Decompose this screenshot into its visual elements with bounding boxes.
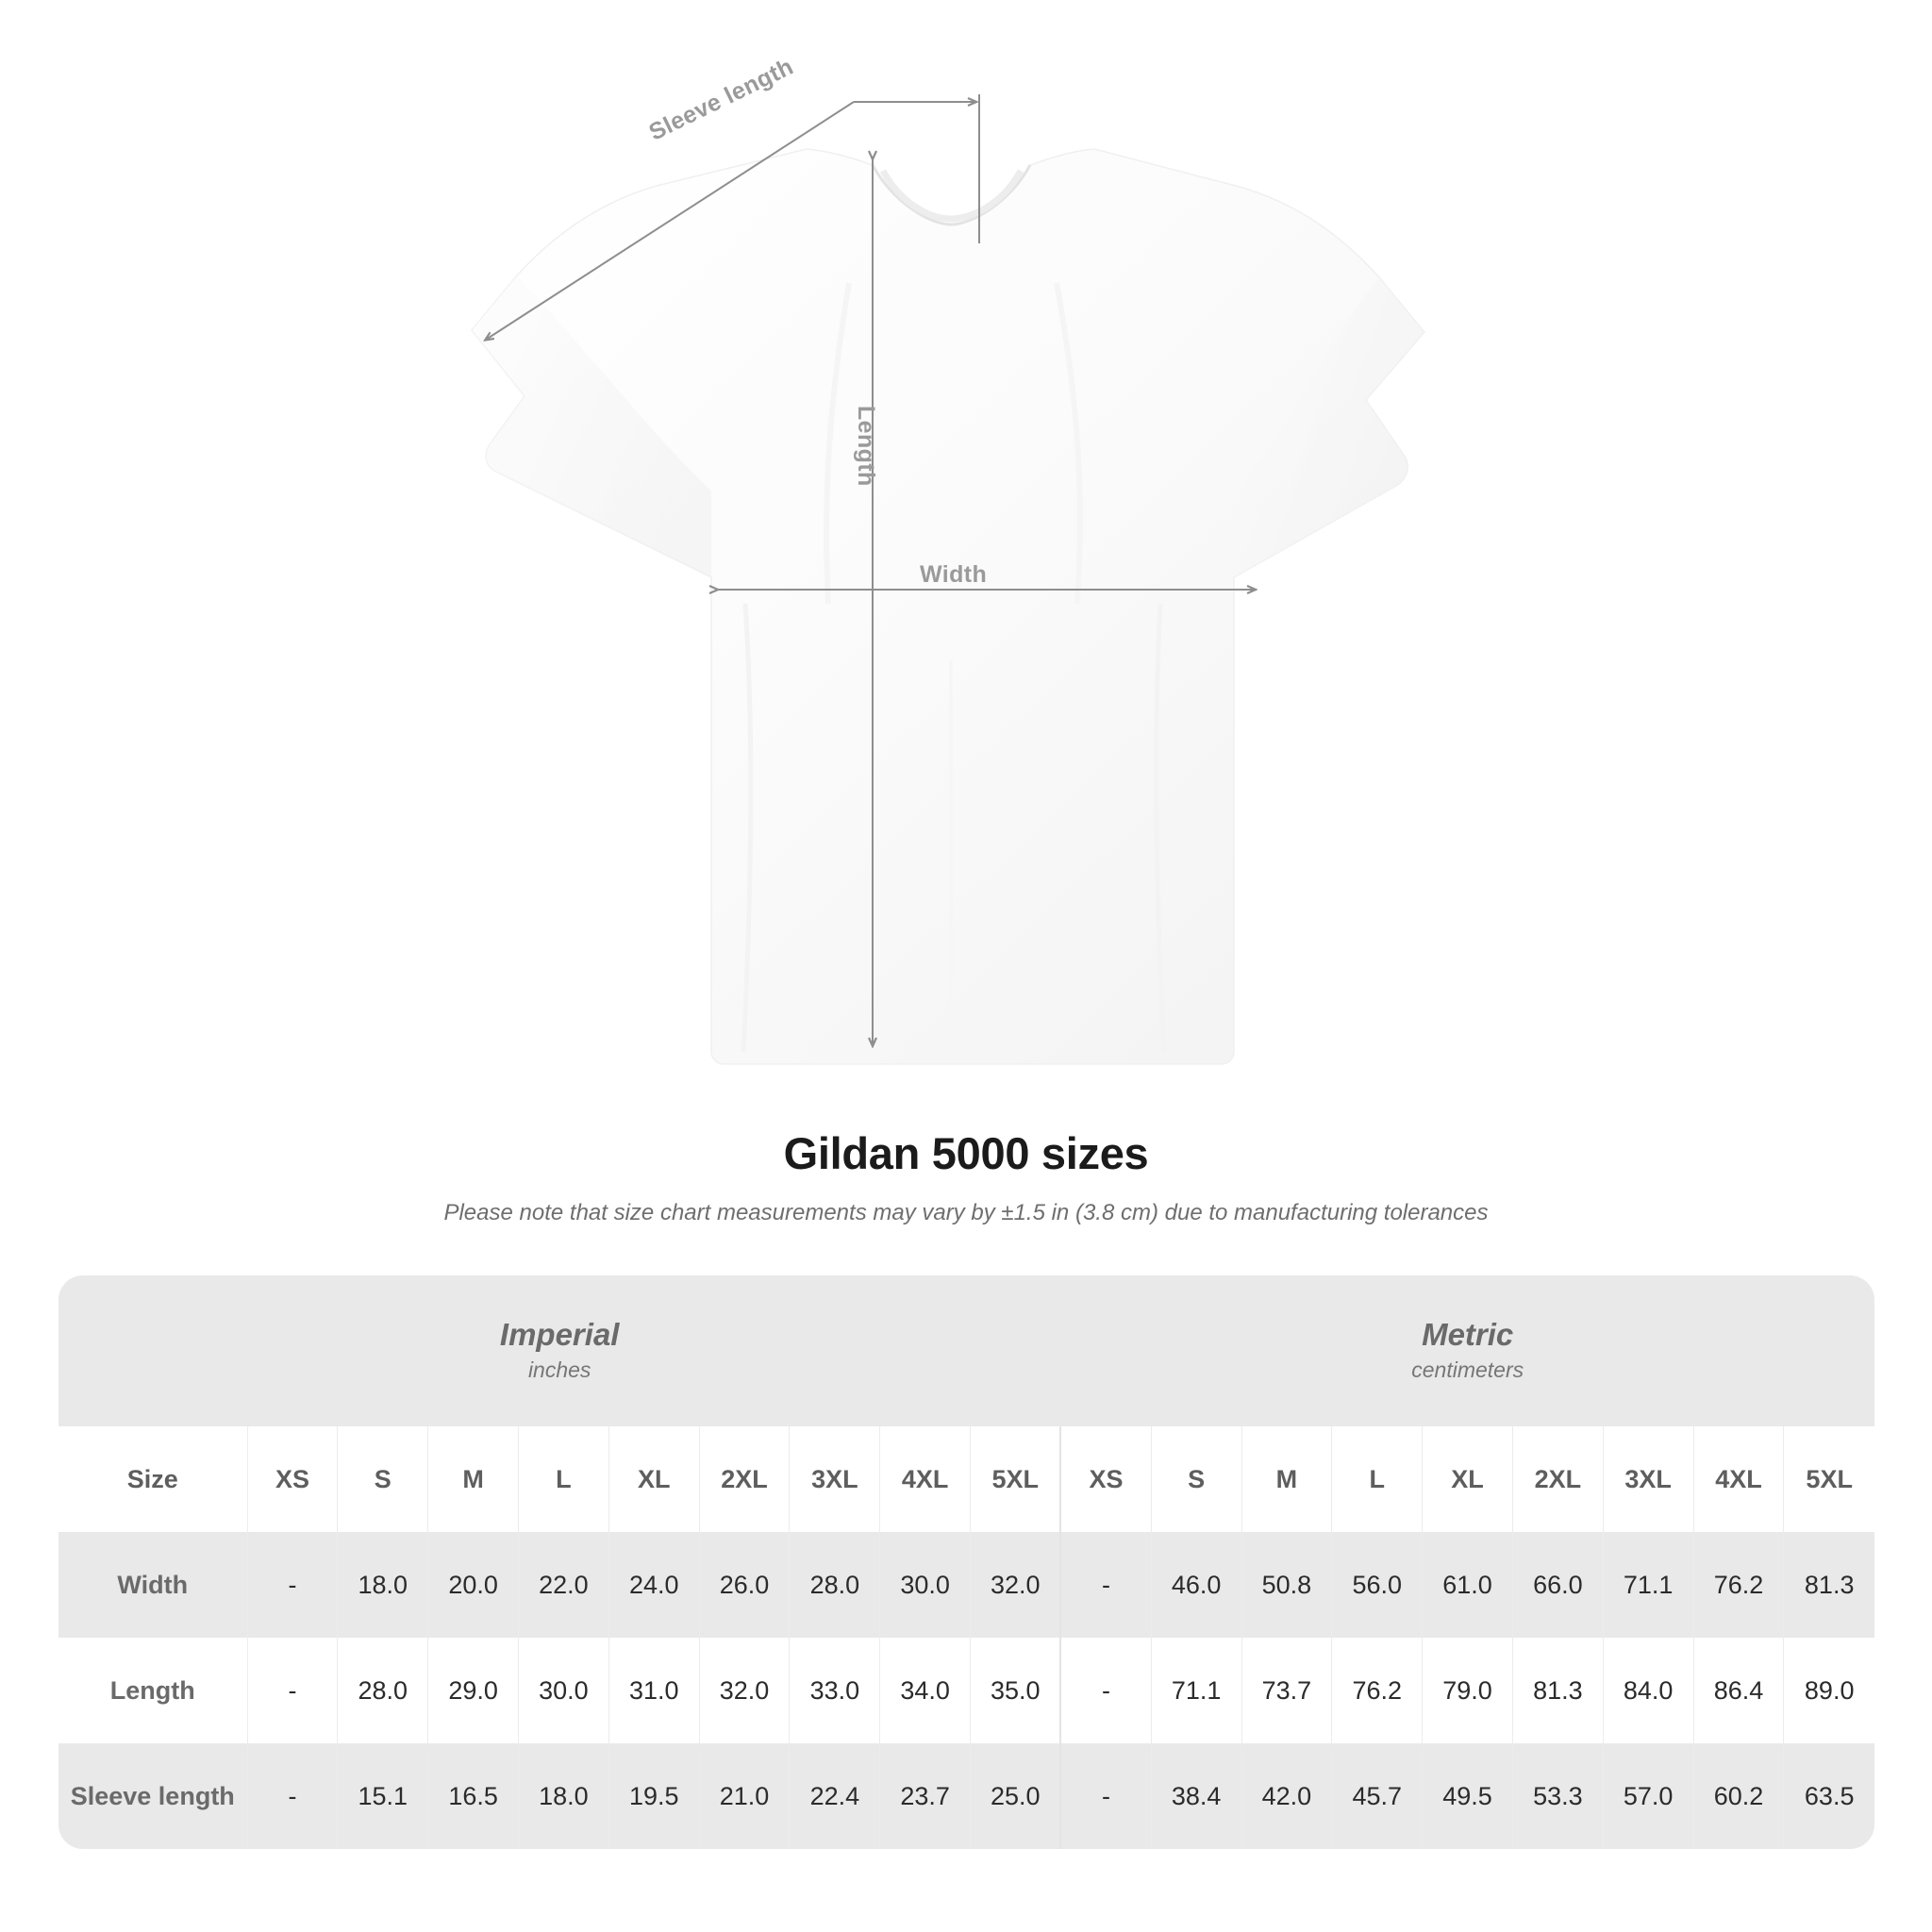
unit-header-row: Imperial inches Metric centimeters	[58, 1275, 1874, 1426]
cell-length-imperial-m: 29.0	[427, 1638, 519, 1743]
cell-length-metric-4xl: 86.4	[1692, 1638, 1784, 1743]
title-block: Gildan 5000 sizes Please note that size …	[0, 1127, 1932, 1226]
length-label: Length	[853, 406, 879, 487]
cell-sleeve-metric-3xl: 57.0	[1602, 1743, 1694, 1849]
tshirt-illustration	[471, 94, 1425, 1065]
size-header-imperial-5xl: 5XL	[970, 1426, 1061, 1532]
cell-length-imperial-s: 28.0	[337, 1638, 428, 1743]
size-table-container: Imperial inches Metric centimeters Size …	[58, 1275, 1874, 1849]
cell-length-metric-xs: -	[1059, 1638, 1152, 1743]
size-header-imperial-xl: XL	[608, 1426, 700, 1532]
size-header-metric-l: L	[1331, 1426, 1423, 1532]
table-row: Width - 18.0 20.0 22.0 24.0 26.0 28.0 30…	[58, 1532, 1874, 1638]
table-row: Length - 28.0 29.0 30.0 31.0 32.0 33.0 3…	[58, 1638, 1874, 1743]
cell-sleeve-imperial-4xl: 23.7	[879, 1743, 971, 1849]
sleeve-dimension-arrow	[486, 94, 980, 340]
page-title: Gildan 5000 sizes	[783, 1128, 1149, 1178]
unit-name-metric: Metric	[1422, 1317, 1514, 1353]
size-header-imperial-2xl: 2XL	[698, 1426, 790, 1532]
cell-sleeve-metric-5xl: 63.5	[1783, 1743, 1874, 1849]
cell-length-imperial-2xl: 32.0	[698, 1638, 790, 1743]
size-header-imperial-s: S	[337, 1426, 428, 1532]
size-header-imperial-l: L	[518, 1426, 609, 1532]
cell-width-imperial-m: 20.0	[427, 1532, 519, 1638]
cell-length-metric-xl: 79.0	[1422, 1638, 1513, 1743]
cell-width-metric-3xl: 71.1	[1602, 1532, 1694, 1638]
row-label-sleeve-length: Sleeve length	[58, 1743, 248, 1849]
size-header-metric-3xl: 3XL	[1602, 1426, 1694, 1532]
cell-length-imperial-xl: 31.0	[608, 1638, 700, 1743]
cell-sleeve-imperial-2xl: 21.0	[698, 1743, 790, 1849]
cell-width-metric-5xl: 81.3	[1783, 1532, 1874, 1638]
cell-length-metric-s: 71.1	[1150, 1638, 1241, 1743]
cell-sleeve-imperial-3xl: 22.4	[789, 1743, 880, 1849]
cell-length-imperial-xs: -	[246, 1638, 338, 1743]
size-header-imperial-4xl: 4XL	[879, 1426, 971, 1532]
table-row: Sleeve length - 15.1 16.5 18.0 19.5 21.0…	[58, 1743, 1874, 1849]
cell-sleeve-imperial-xs: -	[246, 1743, 338, 1849]
unit-sub-imperial: inches	[527, 1357, 591, 1383]
size-header-metric-xs: XS	[1059, 1426, 1152, 1532]
cell-sleeve-imperial-l: 18.0	[518, 1743, 609, 1849]
unit-header-metric: Metric centimeters	[1060, 1275, 1874, 1426]
tolerance-note: Please note that size chart measurements…	[443, 1200, 1489, 1225]
cell-width-metric-l: 56.0	[1331, 1532, 1423, 1638]
cell-width-imperial-4xl: 30.0	[879, 1532, 971, 1638]
cell-length-imperial-4xl: 34.0	[879, 1638, 971, 1743]
cell-sleeve-metric-m: 42.0	[1241, 1743, 1332, 1849]
cell-width-metric-4xl: 76.2	[1692, 1532, 1784, 1638]
cell-sleeve-imperial-m: 16.5	[427, 1743, 519, 1849]
cell-sleeve-imperial-s: 15.1	[337, 1743, 428, 1849]
tshirt-diagram: Sleeve length Length Width	[471, 54, 1425, 1065]
cell-width-imperial-xs: -	[246, 1532, 338, 1638]
cell-width-metric-xs: -	[1059, 1532, 1152, 1638]
cell-sleeve-metric-xs: -	[1059, 1743, 1152, 1849]
size-header-metric-5xl: 5XL	[1783, 1426, 1874, 1532]
cell-width-metric-m: 50.8	[1241, 1532, 1332, 1638]
cell-length-metric-m: 73.7	[1241, 1638, 1332, 1743]
size-header-imperial-3xl: 3XL	[789, 1426, 880, 1532]
cell-sleeve-imperial-5xl: 25.0	[970, 1743, 1061, 1849]
size-header-metric-xl: XL	[1422, 1426, 1513, 1532]
size-header-metric-m: M	[1241, 1426, 1332, 1532]
cell-length-metric-2xl: 81.3	[1511, 1638, 1604, 1743]
cell-width-imperial-3xl: 28.0	[789, 1532, 880, 1638]
cell-length-imperial-l: 30.0	[518, 1638, 609, 1743]
tshirt-shape	[471, 148, 1425, 1065]
size-header-metric-2xl: 2XL	[1511, 1426, 1604, 1532]
cell-sleeve-metric-l: 45.7	[1331, 1743, 1423, 1849]
cell-sleeve-metric-2xl: 53.3	[1511, 1743, 1604, 1849]
cell-width-imperial-xl: 24.0	[608, 1532, 700, 1638]
cell-sleeve-metric-xl: 49.5	[1422, 1743, 1513, 1849]
width-label: Width	[920, 561, 988, 588]
size-header-imperial-m: M	[427, 1426, 519, 1532]
cell-width-imperial-2xl: 26.0	[698, 1532, 790, 1638]
cell-length-metric-3xl: 84.0	[1602, 1638, 1694, 1743]
cell-width-imperial-s: 18.0	[337, 1532, 428, 1638]
cell-width-imperial-l: 22.0	[518, 1532, 609, 1638]
size-table: Imperial inches Metric centimeters Size …	[58, 1275, 1874, 1849]
cell-length-imperial-3xl: 33.0	[789, 1638, 880, 1743]
unit-sub-metric: centimeters	[1411, 1357, 1524, 1383]
row-label-length: Length	[58, 1638, 248, 1743]
size-header-imperial-xs: XS	[246, 1426, 338, 1532]
size-header-label: Size	[58, 1426, 248, 1532]
unit-name-imperial: Imperial	[499, 1317, 620, 1353]
cell-sleeve-metric-4xl: 60.2	[1692, 1743, 1784, 1849]
size-header-row: Size XS S M L XL 2XL 3XL 4XL 5XL XS S M …	[58, 1426, 1874, 1532]
cell-width-metric-2xl: 66.0	[1511, 1532, 1604, 1638]
cell-sleeve-imperial-xl: 19.5	[608, 1743, 700, 1849]
cell-length-metric-l: 76.2	[1331, 1638, 1423, 1743]
size-header-metric-s: S	[1150, 1426, 1241, 1532]
cell-width-imperial-5xl: 32.0	[970, 1532, 1061, 1638]
unit-header-imperial: Imperial inches	[58, 1275, 1061, 1426]
cell-width-metric-xl: 61.0	[1422, 1532, 1513, 1638]
size-header-metric-4xl: 4XL	[1692, 1426, 1784, 1532]
cell-width-metric-s: 46.0	[1150, 1532, 1241, 1638]
cell-sleeve-metric-s: 38.4	[1150, 1743, 1241, 1849]
cell-length-metric-5xl: 89.0	[1783, 1638, 1874, 1743]
cell-length-imperial-5xl: 35.0	[970, 1638, 1061, 1743]
row-label-width: Width	[58, 1532, 248, 1638]
